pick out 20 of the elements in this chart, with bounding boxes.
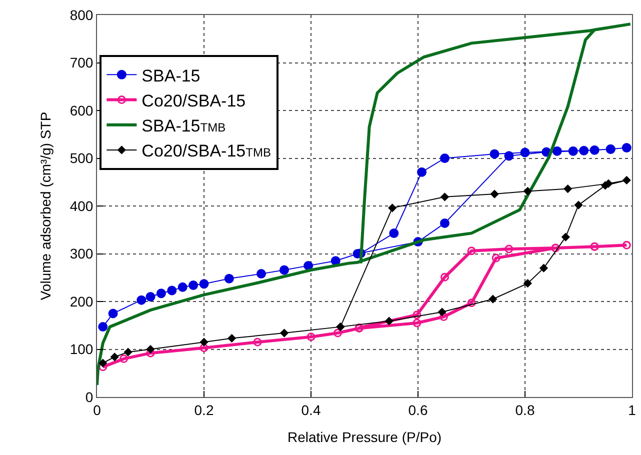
y-tick-label: 500 [70, 150, 94, 166]
y-tick-label: 800 [70, 6, 94, 23]
x-tick-label: 0.4 [301, 402, 321, 418]
x-tick-label: 0.6 [408, 402, 428, 418]
y-tick-label: 600 [70, 102, 94, 118]
legend-label: Co20/SBA-15TMB [142, 142, 271, 161]
y-axis-title: Volume adsorbed (cm³/g) STP [37, 112, 54, 300]
legend-label: Co20/SBA-15 [142, 91, 246, 110]
y-tick-label: 200 [70, 293, 94, 310]
y-tick-label: 700 [70, 54, 94, 71]
y-tick-label: 0 [85, 388, 94, 405]
x-tick-label: 0.8 [515, 402, 535, 418]
y-tick-label: 100 [70, 341, 94, 358]
y-tick-label: 400 [70, 198, 94, 214]
legend-label: SBA-15TMB [142, 116, 226, 136]
y-tick-label: 300 [70, 246, 94, 262]
x-tick-label: 0.2 [194, 402, 214, 418]
legend-label: SBA-15 [142, 66, 200, 86]
x-tick-label: 1 [628, 402, 636, 418]
x-axis-title: Relative Pressure (P/Po) [287, 429, 442, 446]
